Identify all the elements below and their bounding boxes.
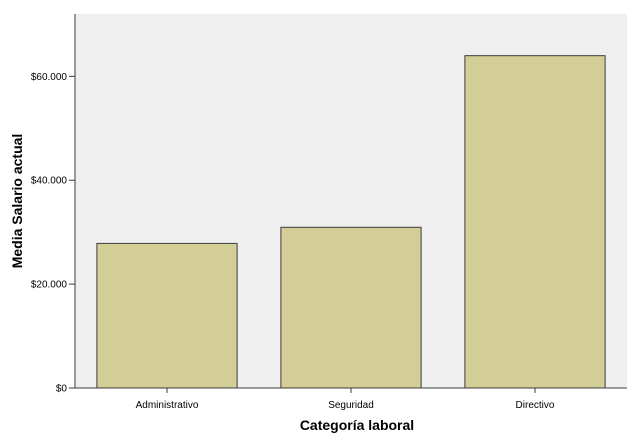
y-axis: $0 $20.000 $40.000 $60.000 xyxy=(31,14,76,395)
bar-seguridad xyxy=(280,226,422,389)
x-axis-title: Categoría laboral xyxy=(300,417,414,433)
y-tick-label: $0 xyxy=(56,384,68,395)
bar-directivo xyxy=(464,55,606,389)
y-tick-label: $20.000 xyxy=(31,280,68,291)
x-tick-label: Seguridad xyxy=(328,400,374,411)
bars-group xyxy=(96,55,606,389)
bar-administrativo xyxy=(96,242,238,389)
x-tick-label: Administrativo xyxy=(136,400,199,411)
y-tick-label: $60.000 xyxy=(31,72,68,83)
x-tick-label: Directivo xyxy=(516,400,555,411)
x-axis: Administrativo Seguridad Directivo xyxy=(75,387,627,411)
y-axis-title: Media Salario actual xyxy=(9,134,25,269)
y-tick-label: $40.000 xyxy=(31,176,68,187)
